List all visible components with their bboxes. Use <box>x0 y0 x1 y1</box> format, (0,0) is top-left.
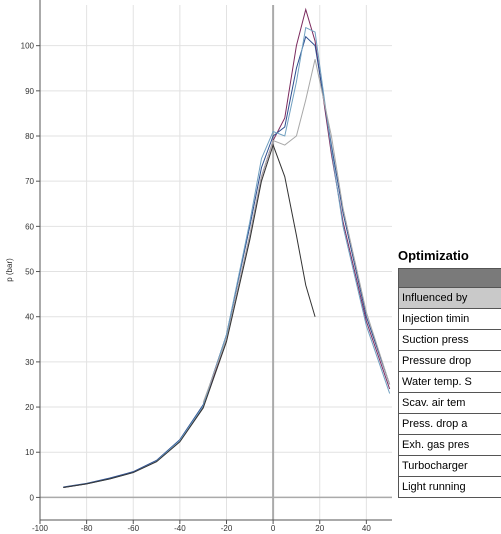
table-cell: Water temp. S <box>398 371 501 393</box>
line <box>63 143 316 488</box>
table-row: Water temp. S <box>398 371 501 393</box>
y-tick-label: 30 <box>25 358 34 367</box>
y-tick-label: 70 <box>25 177 34 186</box>
y-tick-label: 10 <box>25 448 34 457</box>
table-cell: Exh. gas pres <box>398 434 501 456</box>
line <box>63 35 391 488</box>
y-tick-label: 90 <box>25 87 34 96</box>
x-tick-label: -100 <box>32 524 49 533</box>
y-tick-label: 0 <box>30 493 35 502</box>
y-tick-label: 80 <box>25 132 34 141</box>
table-row: Exh. gas pres <box>398 434 501 456</box>
table-row: Scav. air tem <box>398 392 501 414</box>
table-row: Influenced by <box>398 287 501 309</box>
chart-background <box>0 0 392 534</box>
y-axis-label: p (bar) <box>5 258 14 282</box>
table-cell: Light running <box>398 476 501 498</box>
table-cell: Pressure drop <box>398 350 501 372</box>
x-tick-label: -40 <box>174 524 186 533</box>
x-tick-label: -80 <box>81 524 93 533</box>
table-row: Pressure drop <box>398 350 501 372</box>
y-tick-label: 40 <box>25 313 34 322</box>
table-row: Turbocharger <box>398 455 501 477</box>
table-header <box>398 268 501 288</box>
table-cell: Scav. air tem <box>398 392 501 414</box>
x-tick-label: 20 <box>315 524 324 533</box>
table-title: Optimizatio <box>398 248 469 263</box>
table-cell: Suction press <box>398 329 501 351</box>
table-panel: Optimizatio Influenced by Injection timin… <box>398 244 501 534</box>
x-tick-label: 40 <box>362 524 371 533</box>
x-tick-label: 0 <box>271 524 276 533</box>
x-tick-label: -60 <box>127 524 139 533</box>
table-row: Light running <box>398 476 501 498</box>
table-row: Press. drop a <box>398 413 501 435</box>
table-cell: Press. drop a <box>398 413 501 435</box>
table-row: Suction press <box>398 329 501 351</box>
table-row: Injection timin <box>398 308 501 330</box>
table: Influenced by Injection timin Suction pres… <box>398 268 501 498</box>
table-cell: Influenced by <box>398 287 501 309</box>
y-tick-label: 50 <box>25 268 34 277</box>
line <box>202 59 391 403</box>
y-tick-label: 20 <box>25 403 34 412</box>
table-cell: Injection timin <box>398 308 501 330</box>
chart: p (bar) 0 10 20 30 40 50 60 70 80 90 100 -100 -80 -60… <box>0 0 392 534</box>
x-tick-label: -20 <box>221 524 233 533</box>
y-tick-label: 100 <box>21 42 35 51</box>
table-cell: Turbocharger <box>398 455 501 477</box>
y-tick-label: 60 <box>25 222 34 231</box>
